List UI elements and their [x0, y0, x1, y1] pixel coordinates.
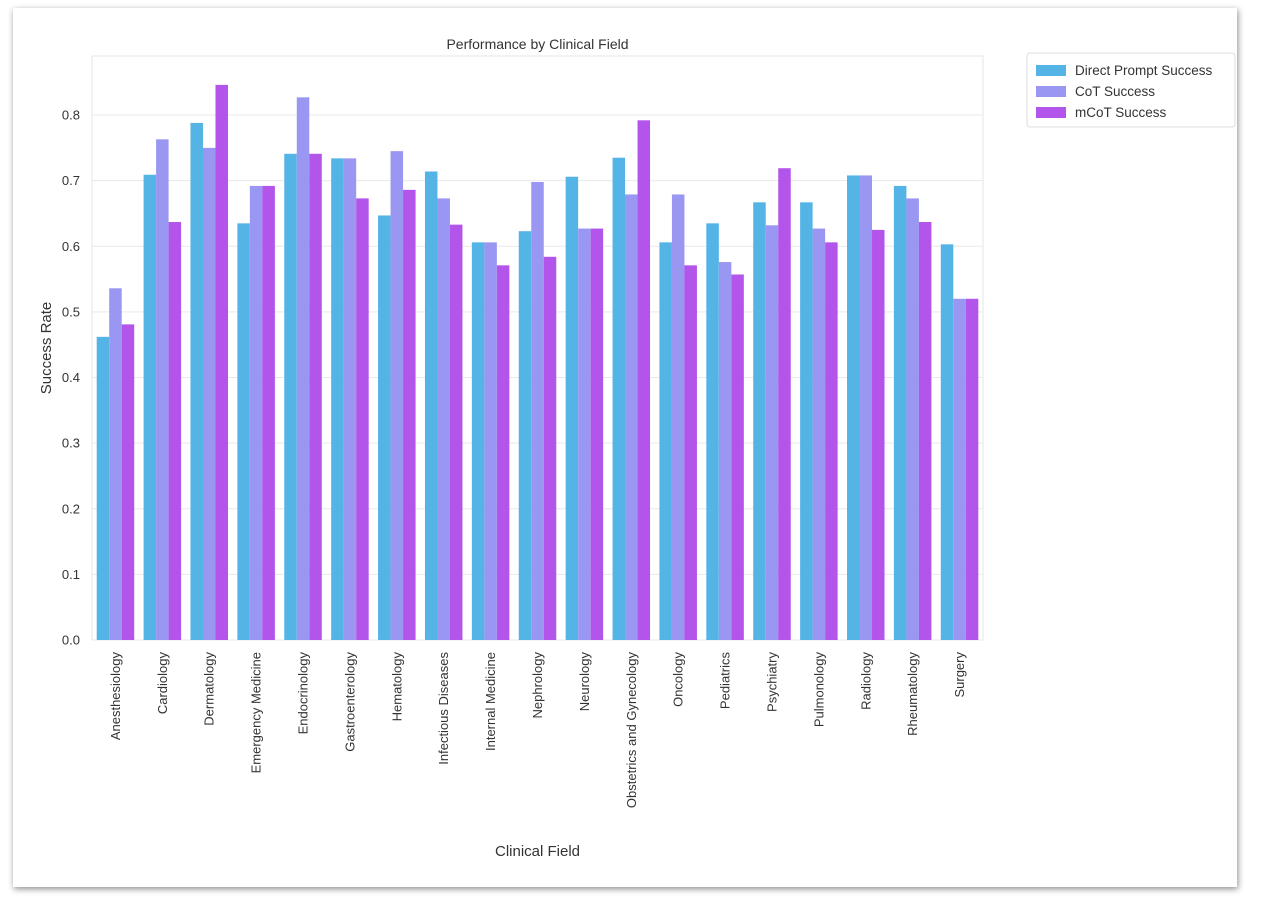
- x-tick-label: Endocrinology: [296, 652, 311, 735]
- bar-mcot-success-dermatology: [215, 84, 228, 641]
- bar-mcot-success-emergency-medicine: [262, 185, 275, 641]
- y-tick-label: 0.6: [62, 239, 80, 254]
- y-tick-label: 0.4: [62, 370, 80, 385]
- legend-swatch-mcot-success: [1036, 107, 1066, 118]
- x-tick-label: Hematology: [389, 652, 404, 722]
- bar-direct-prompt-success-hematology: [378, 215, 391, 640]
- bar-direct-prompt-success-endocrinology: [284, 153, 297, 640]
- bar-mcot-success-internal-medicine: [496, 265, 510, 640]
- bar-mcot-success-surgery: [965, 298, 979, 640]
- y-tick-label: 0.1: [62, 567, 80, 582]
- bar-cot-success-nephrology: [531, 181, 544, 640]
- bar-mcot-success-anesthesiology: [121, 324, 135, 640]
- bar-cot-success-hematology: [390, 151, 404, 641]
- bar-mcot-success-gastroenterology: [356, 198, 369, 641]
- legend-swatch-cot-success: [1036, 86, 1066, 97]
- bar-cot-success-emergency-medicine: [249, 185, 263, 641]
- bar-cot-success-radiology: [859, 175, 873, 640]
- x-tick-label: Neurology: [577, 652, 592, 712]
- x-tick-label: Nephrology: [530, 652, 545, 719]
- x-tick-label: Psychiatry: [764, 652, 779, 712]
- bar-direct-prompt-success-dermatology: [190, 122, 203, 640]
- bar-mcot-success-pulmonology: [825, 242, 838, 641]
- bar-mcot-success-hematology: [403, 189, 416, 641]
- x-tick-label: Internal Medicine: [483, 652, 498, 751]
- bar-cot-success-pediatrics: [718, 262, 732, 640]
- bar-cot-success-anesthesiology: [109, 288, 122, 640]
- bar-direct-prompt-success-radiology: [847, 175, 860, 640]
- bar-direct-prompt-success-surgery: [940, 244, 954, 640]
- bar-mcot-success-nephrology: [543, 256, 557, 640]
- bar-mcot-success-obstetrics-and-gynecology: [637, 120, 651, 641]
- y-tick-label: 0.5: [62, 304, 80, 319]
- legend-label-mcot-success: mCoT Success: [1075, 105, 1167, 120]
- x-tick-label: Emergency Medicine: [249, 652, 264, 773]
- x-axis-title: Clinical Field: [495, 843, 580, 860]
- bar-cot-success-internal-medicine: [484, 242, 497, 641]
- x-tick-label: Dermatology: [202, 652, 217, 726]
- x-tick-label: Cardiology: [155, 652, 170, 715]
- bar-direct-prompt-success-internal-medicine: [471, 242, 485, 641]
- bar-direct-prompt-success-infectious-diseases: [424, 171, 438, 640]
- bar-cot-success-endocrinology: [296, 97, 310, 640]
- bar-direct-prompt-success-anesthesiology: [96, 336, 110, 640]
- chart-frame: 0.0 0.1 0.2 0.3 0.4 0.5 0.6 0.7 0.8 Anesthesiolo…: [13, 8, 1237, 887]
- x-tick-label: Rheumatology: [905, 652, 920, 736]
- y-tick-label: 0.3: [62, 436, 80, 451]
- bar-cot-success-surgery: [953, 298, 966, 640]
- x-tick-label: Anesthesiology: [108, 652, 123, 741]
- bar-cot-success-rheumatology: [906, 198, 919, 641]
- bar-direct-prompt-success-psychiatry: [753, 202, 766, 640]
- legend-swatch-direct-prompt-success: [1036, 65, 1066, 76]
- bar-cot-success-obstetrics-and-gynecology: [625, 194, 638, 641]
- legend-box: [1026, 52, 1236, 128]
- bar-direct-prompt-success-nephrology: [518, 231, 532, 640]
- bar-direct-prompt-success-gastroenterology: [331, 158, 344, 640]
- bar-direct-prompt-success-pulmonology: [800, 202, 813, 640]
- y-axis-title: Success Rate: [38, 302, 55, 395]
- bar-cot-success-neurology: [578, 228, 591, 640]
- bar-cot-success-dermatology: [202, 147, 216, 640]
- bar-mcot-success-neurology: [590, 228, 604, 640]
- x-tick-label: Pediatrics: [718, 652, 733, 710]
- bar-mcot-success-psychiatry: [778, 168, 791, 641]
- x-tick-label: Pulmonology: [811, 652, 826, 728]
- bar-mcot-success-oncology: [684, 265, 697, 640]
- bar-mcot-success-infectious-diseases: [449, 224, 463, 641]
- bar-cot-success-psychiatry: [765, 225, 779, 641]
- bar-mcot-success-radiology: [872, 229, 885, 640]
- bar-cot-success-cardiology: [156, 139, 169, 640]
- x-tick-label: Infectious Diseases: [436, 652, 451, 765]
- chart-title: Performance by Clinical Field: [446, 36, 628, 52]
- legend-label-direct-prompt-success: Direct Prompt Success: [1075, 63, 1213, 78]
- legend-label-cot-success: CoT Success: [1075, 84, 1155, 99]
- bar-direct-prompt-success-pediatrics: [706, 223, 719, 640]
- y-tick-label: 0.2: [62, 501, 80, 516]
- bar-direct-prompt-success-oncology: [659, 242, 672, 641]
- bar-direct-prompt-success-cardiology: [143, 174, 157, 640]
- bar-mcot-success-cardiology: [168, 222, 182, 640]
- x-tick-label: Oncology: [671, 652, 686, 707]
- y-tick-label: 0.7: [62, 173, 80, 188]
- bar-mcot-success-endocrinology: [309, 153, 322, 640]
- x-tick-label: Obstetrics and Gynecology: [624, 652, 639, 809]
- bar-mcot-success-pediatrics: [731, 274, 744, 640]
- y-tick-label: 0.8: [62, 108, 80, 123]
- bar-mcot-success-rheumatology: [918, 222, 932, 640]
- bar-cot-success-infectious-diseases: [437, 198, 450, 641]
- bar-direct-prompt-success-neurology: [565, 176, 579, 641]
- bar-direct-prompt-success-obstetrics-and-gynecology: [612, 157, 626, 640]
- bar-direct-prompt-success-emergency-medicine: [237, 223, 250, 640]
- bar-cot-success-pulmonology: [812, 228, 826, 640]
- bar-direct-prompt-success-rheumatology: [893, 185, 907, 641]
- bar-cot-success-oncology: [671, 194, 685, 641]
- x-tick-label: Gastroenterology: [342, 652, 357, 752]
- bar-cot-success-gastroenterology: [343, 158, 357, 640]
- y-tick-label: 0.0: [62, 633, 80, 648]
- legend: Direct Prompt Success CoT Success mCoT Suc…: [1026, 52, 1236, 128]
- bar-chart: 0.0 0.1 0.2 0.3 0.4 0.5 0.6 0.7 0.8 Anesthesiolo…: [38, 36, 1236, 860]
- x-tick-label: Radiology: [858, 652, 873, 710]
- x-tick-label: Surgery: [952, 652, 967, 698]
